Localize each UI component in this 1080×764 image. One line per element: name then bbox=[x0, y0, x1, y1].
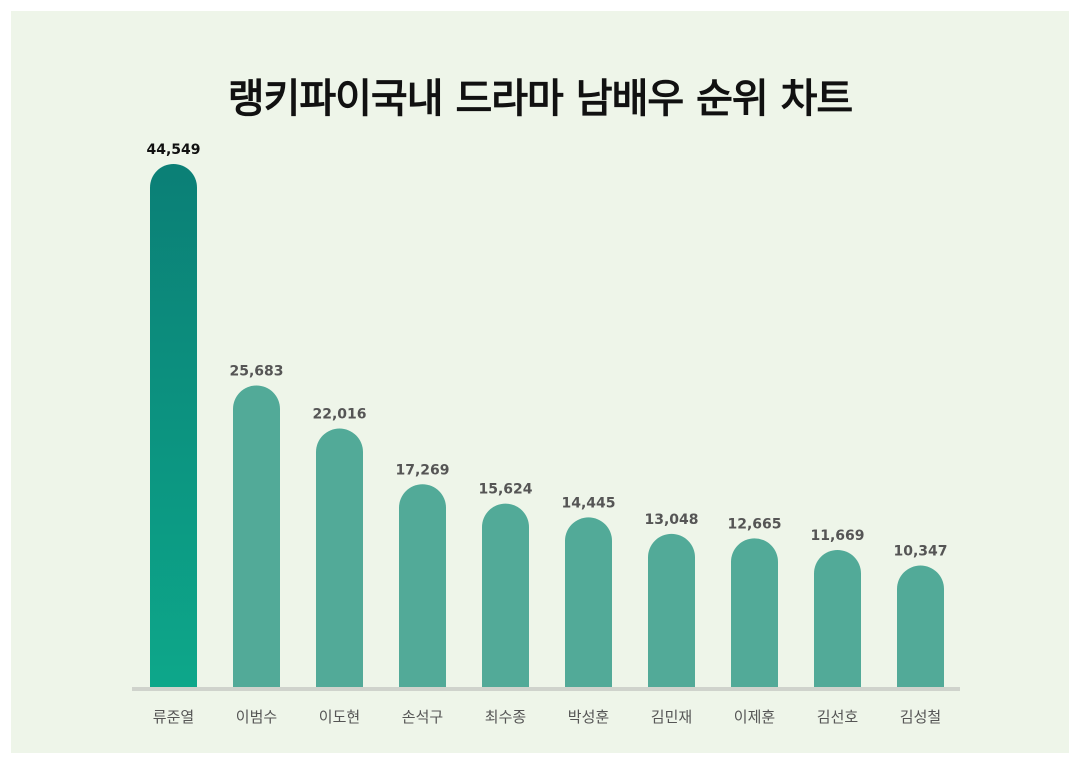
bar-2 bbox=[233, 385, 280, 687]
category-label-6: 박성훈 bbox=[568, 708, 609, 726]
category-label-5: 최수종 bbox=[485, 708, 526, 726]
bar-5 bbox=[482, 503, 529, 687]
value-label-10: 10,347 bbox=[893, 544, 947, 560]
value-label-8: 12,665 bbox=[727, 516, 781, 532]
value-label-2: 25,683 bbox=[229, 363, 283, 379]
category-label-10: 김성철 bbox=[900, 708, 941, 726]
category-label-9: 김선호 bbox=[817, 708, 859, 726]
value-label-4: 17,269 bbox=[395, 462, 449, 478]
category-label-2: 이범수 bbox=[236, 708, 277, 726]
bars-group bbox=[150, 163, 944, 687]
bar-1 bbox=[150, 163, 197, 687]
value-label-9: 11,669 bbox=[810, 528, 864, 544]
value-label-3: 22,016 bbox=[312, 407, 366, 423]
bar-3 bbox=[316, 428, 363, 687]
bar-8 bbox=[731, 538, 778, 687]
value-label-1: 44,549 bbox=[146, 142, 200, 158]
category-label-4: 손석구 bbox=[402, 708, 443, 726]
bar-7 bbox=[648, 533, 695, 687]
bar-10 bbox=[897, 565, 944, 687]
bar-9 bbox=[814, 550, 861, 687]
category-label-8: 이제훈 bbox=[734, 708, 775, 726]
value-label-7: 13,048 bbox=[644, 512, 698, 528]
bar-6 bbox=[565, 517, 612, 687]
chart-title: 랭키파이국내 드라마 남배우 순위 차트 bbox=[227, 76, 854, 122]
category-label-3: 이도현 bbox=[319, 708, 360, 726]
labels-group: 44,549 류준열 25,683 이범수 22,016 이도현 17,269 손석구 15,6… bbox=[146, 142, 947, 726]
value-label-6: 14,445 bbox=[561, 495, 615, 511]
bar-4 bbox=[399, 484, 446, 687]
value-label-5: 15,624 bbox=[478, 482, 532, 498]
category-label-1: 류준열 bbox=[153, 708, 194, 726]
category-label-7: 김민재 bbox=[651, 708, 692, 726]
